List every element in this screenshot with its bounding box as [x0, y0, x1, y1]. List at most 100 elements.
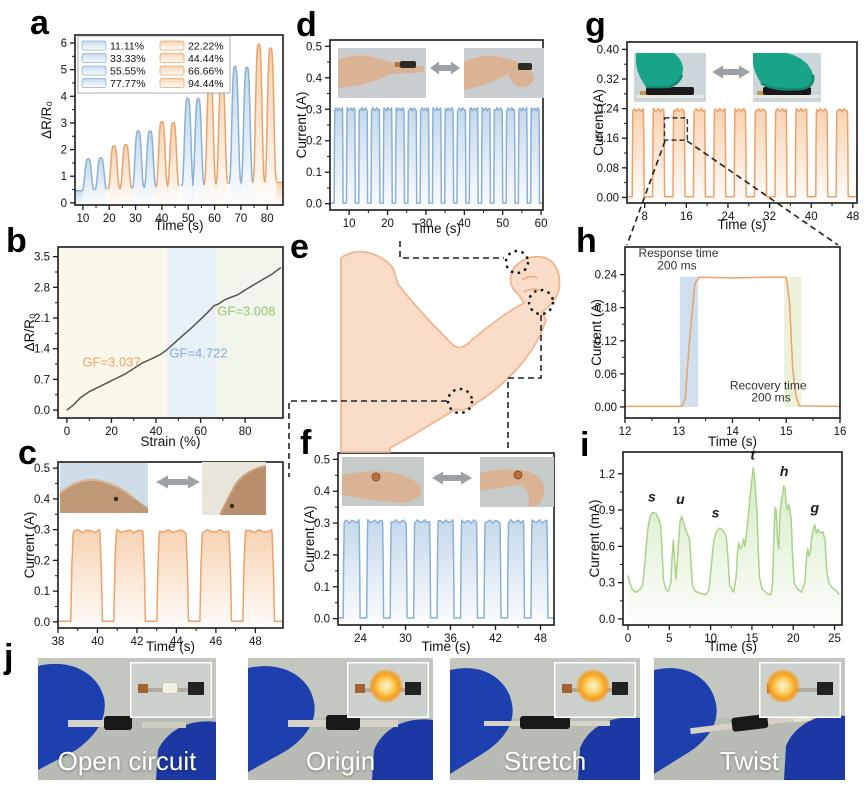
svg-text:Current (A): Current (A): [302, 506, 317, 573]
svg-text:2.8: 2.8: [34, 282, 50, 294]
panel-h-label: h: [576, 222, 597, 260]
svg-text:0.2: 0.2: [306, 136, 322, 148]
svg-text:0.3: 0.3: [306, 104, 322, 116]
svg-text:Time (s): Time (s): [155, 218, 204, 233]
photo-origin: Origin: [248, 658, 433, 780]
svg-text:40: 40: [91, 636, 104, 648]
svg-text:42: 42: [131, 636, 144, 648]
svg-text:0.3: 0.3: [34, 525, 50, 537]
svg-text:50: 50: [496, 218, 509, 230]
svg-text:0.1: 0.1: [314, 582, 330, 594]
svg-text:10: 10: [77, 213, 90, 225]
panel-b-label: b: [6, 222, 27, 260]
svg-text:0.32: 0.32: [597, 74, 619, 86]
svg-text:80: 80: [261, 213, 274, 225]
svg-text:Recovery time: Recovery time: [730, 378, 807, 392]
svg-text:25: 25: [828, 633, 841, 645]
svg-text:60: 60: [194, 426, 207, 438]
inset-photo-elbow-bent: [202, 462, 266, 515]
svg-text:1: 1: [61, 171, 67, 183]
chart-strain-cycles: 10 20 30 40 50 60 70 80 0 1 2 3 4 5 6 Time (s) ΔR/R₀ 11.1…: [39, 34, 284, 233]
svg-text:44: 44: [170, 636, 183, 648]
svg-text:46: 46: [209, 636, 222, 648]
svg-text:0.0: 0.0: [34, 405, 50, 417]
double-arrow-icon: [156, 475, 200, 489]
inset-photo-finger-straight: [338, 48, 426, 98]
svg-text:0.18: 0.18: [595, 303, 617, 315]
svg-text:0.2: 0.2: [34, 555, 50, 567]
svg-text:44.44%: 44.44%: [188, 53, 224, 65]
inset-photo-wrist-bent: [480, 457, 554, 507]
svg-text:15: 15: [746, 633, 759, 645]
svg-text:0.1: 0.1: [34, 586, 50, 598]
panel-d-label: d: [296, 6, 317, 44]
svg-text:36: 36: [444, 633, 457, 645]
panel-e-label: e: [290, 228, 309, 266]
svg-text:48: 48: [846, 211, 859, 223]
svg-text:Current (A): Current (A): [24, 512, 37, 579]
svg-text:0.24: 0.24: [595, 270, 618, 282]
svg-text:3.5: 3.5: [34, 252, 50, 264]
photo-label: Origin: [305, 746, 376, 776]
svg-text:94.44%: 94.44%: [188, 78, 224, 90]
double-arrow-icon: [432, 471, 472, 485]
svg-text:2: 2: [61, 145, 67, 157]
svg-text:0.12: 0.12: [595, 336, 617, 348]
double-arrow-icon: [430, 61, 460, 75]
photo-stretch: Stretch: [450, 658, 640, 780]
svg-text:0.0: 0.0: [314, 614, 330, 626]
photo-label: Stretch: [503, 746, 587, 776]
svg-text:Time (s): Time (s): [146, 639, 195, 654]
svg-text:42: 42: [489, 633, 502, 645]
led-off-icon: [162, 682, 178, 694]
svg-text:16: 16: [834, 426, 846, 438]
svg-text:66.66%: 66.66%: [188, 66, 224, 78]
svg-text:0.00: 0.00: [597, 192, 619, 204]
inset-photo-finger-bent: [464, 48, 544, 98]
svg-text:s: s: [648, 489, 656, 505]
svg-text:GF=4.722: GF=4.722: [169, 345, 227, 360]
svg-text:30: 30: [420, 218, 433, 230]
svg-text:70: 70: [234, 213, 247, 225]
svg-text:GF=3.008: GF=3.008: [217, 303, 275, 318]
svg-text:Time (s): Time (s): [708, 639, 757, 654]
svg-text:0.3: 0.3: [599, 578, 615, 590]
svg-text:Current (mA): Current (mA): [587, 499, 602, 577]
chart-speech-current: 0 5 10 15 20 25 0.0 0.3 0.6 0.9 1.2 Time (s) Current…: [587, 446, 843, 654]
panel-j-label: j: [4, 638, 14, 676]
svg-text:77.77%: 77.77%: [110, 78, 146, 90]
svg-text:50: 50: [182, 213, 195, 225]
svg-text:200 ms: 200 ms: [657, 258, 696, 272]
led-on-icon: [369, 669, 403, 703]
svg-text:20: 20: [103, 213, 116, 225]
svg-text:1.4: 1.4: [34, 344, 51, 356]
chart-gauge-factor: 0 20 40 60 80 0.0 0.7 1.4 2.1 2.8 3.5 Strain (%) ΔR/…: [24, 246, 284, 449]
svg-text:30: 30: [129, 213, 142, 225]
led-on-icon: [576, 669, 610, 703]
svg-text:ΔR/R₀: ΔR/R₀: [24, 314, 37, 352]
svg-text:12: 12: [619, 426, 632, 438]
svg-text:15: 15: [780, 426, 793, 438]
panel-a-label: a: [30, 4, 49, 42]
svg-text:0.1: 0.1: [306, 167, 322, 179]
svg-text:0.08: 0.08: [597, 163, 619, 175]
chart-wrist-current: 24 30 36 42 48 0.0 0.1 0.2 0.3 0.4 0.5 Time (s) Curr…: [302, 452, 555, 654]
svg-text:0.16: 0.16: [597, 133, 619, 145]
svg-text:Current (A): Current (A): [294, 92, 309, 159]
svg-text:0.24: 0.24: [597, 104, 620, 116]
svg-text:40: 40: [458, 218, 471, 230]
led-on-icon: [766, 669, 800, 703]
svg-text:60: 60: [208, 213, 221, 225]
svg-text:55.55%: 55.55%: [110, 66, 146, 78]
svg-text:14: 14: [726, 426, 739, 438]
svg-text:0.2: 0.2: [314, 550, 330, 562]
inset-photo-press-down: [634, 53, 706, 102]
svg-text:0.0: 0.0: [599, 614, 615, 626]
svg-text:0.7: 0.7: [34, 374, 50, 386]
svg-text:0: 0: [64, 426, 70, 438]
svg-text:10: 10: [704, 633, 717, 645]
svg-text:Current (A): Current (A): [591, 89, 606, 156]
svg-text:33.33%: 33.33%: [110, 53, 146, 65]
svg-text:8: 8: [641, 211, 647, 223]
svg-text:0.5: 0.5: [34, 463, 50, 475]
